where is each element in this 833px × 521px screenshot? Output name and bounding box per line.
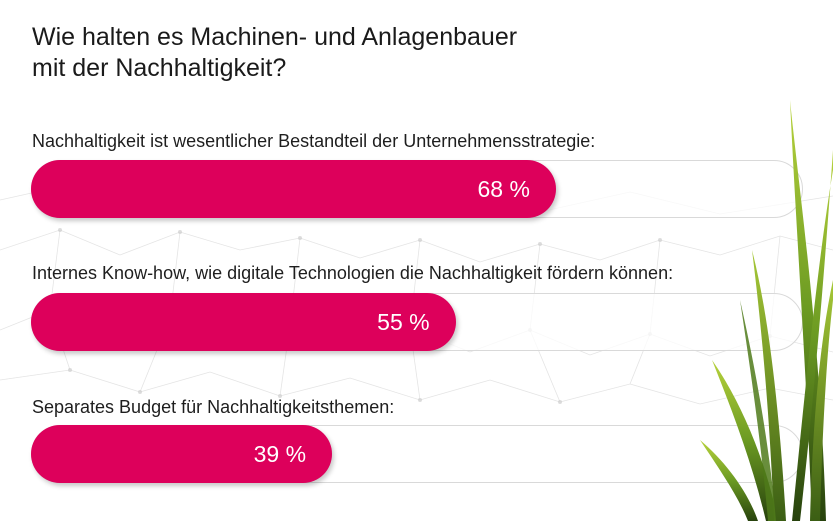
bar-value-label-3: 39 %	[253, 441, 307, 467]
chart-title: Wie halten es Machinen- und Anlagenbauer…	[32, 22, 517, 84]
bar-label-3: Separates Budget für Nachhaltigkeitsthem…	[32, 397, 395, 417]
bar-value-label-1: 68 %	[477, 176, 530, 202]
bar-label-2: Internes Know-how, wie digitale Technolo…	[32, 263, 674, 283]
bar-label-1: Nachhaltigkeit ist wesentlicher Bestandt…	[32, 131, 596, 151]
bar-value-label-2: 55 %	[377, 309, 430, 335]
chart-title-line-1: Wie halten es Machinen- und Anlagenbauer	[32, 23, 518, 51]
bar-fill-1	[31, 160, 556, 218]
bar-fill-2	[31, 293, 456, 351]
bar-fill-3	[31, 425, 333, 483]
chart-title-line-2: mit der Nachhaltigkeit?	[32, 54, 287, 82]
